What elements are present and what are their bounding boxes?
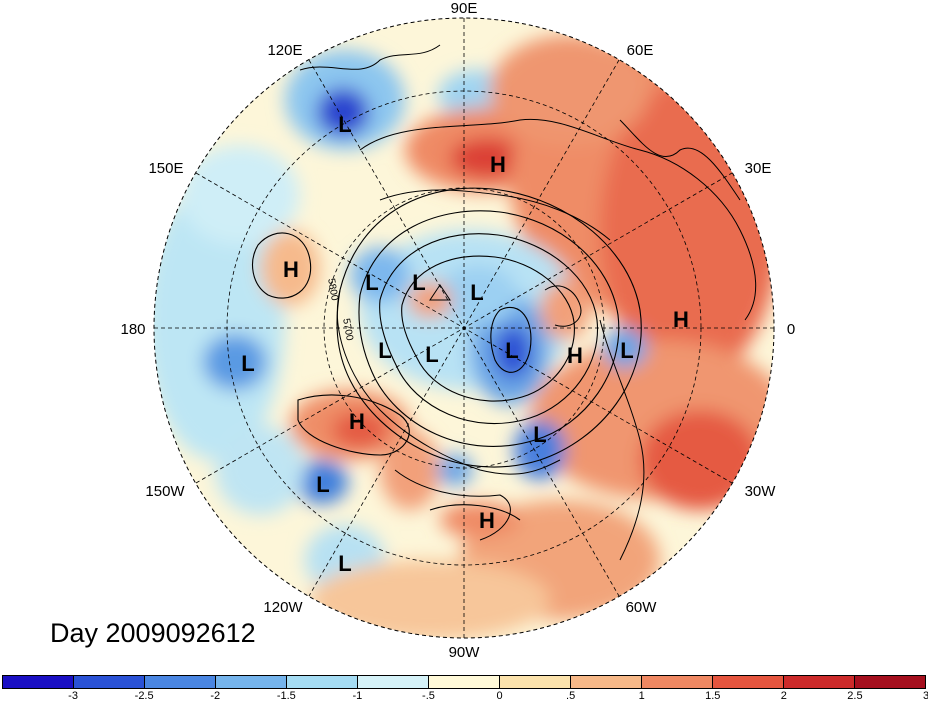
colorbar-tick-label: -3 <box>68 690 78 702</box>
lon-label-180: 180 <box>120 321 145 338</box>
date-label: Day 2009092612 <box>50 618 256 648</box>
map-boundary <box>153 17 775 639</box>
lon-label-150e: 150E <box>148 160 183 177</box>
high-marker: H <box>283 257 299 282</box>
colorbar-tick-label: 1 <box>638 690 645 702</box>
graticule <box>154 18 774 638</box>
high-marker: H <box>479 508 495 533</box>
low-marker: L <box>533 422 546 447</box>
lon-label-90w: 90W <box>449 644 481 661</box>
colorbar-swatch <box>500 676 571 688</box>
colorbar-swatch <box>642 676 713 688</box>
colorbar-tick-label: -.5 <box>422 690 435 702</box>
low-marker: L <box>412 270 425 295</box>
coastlines <box>299 44 757 561</box>
colorbar-tick-label: 3 <box>922 690 928 702</box>
colorbar-tick-label: -1 <box>352 690 363 702</box>
low-marker: L <box>378 338 391 363</box>
high-marker: H <box>349 409 365 434</box>
colorbar-tick-label: .5 <box>566 690 576 702</box>
pressure-centers: H H L L L L L H L L L H H L L H L L <box>241 112 689 576</box>
low-marker: L <box>241 351 254 376</box>
colorbar-swatch <box>358 676 429 688</box>
colorbar <box>2 675 926 689</box>
high-marker: H <box>673 307 689 332</box>
colorbar-tick-label: 2 <box>780 690 787 702</box>
contour-label-5700: 5700 <box>340 318 355 342</box>
colorbar-swatch <box>429 676 500 688</box>
high-marker: H <box>490 152 506 177</box>
lon-label-150w: 150W <box>145 483 185 500</box>
low-marker: L <box>505 338 518 363</box>
colorbar-tick-label: 2.5 <box>847 690 863 702</box>
colorbar-tick-label: -1.5 <box>276 690 296 702</box>
lon-label-120w: 120W <box>263 599 303 616</box>
low-marker: L <box>425 342 438 367</box>
low-marker: L <box>338 112 351 137</box>
colorbar-swatch <box>216 676 287 688</box>
lon-label-60e: 60E <box>627 42 654 59</box>
colorbar-swatch <box>3 676 74 688</box>
low-marker: L <box>620 338 633 363</box>
lon-label-90e: 90E <box>451 0 478 17</box>
colorbar-swatch <box>784 676 855 688</box>
longitude-labels: 90E 60E 30E 0 30W 60W 90W 120W 150W 180 … <box>120 0 795 661</box>
colorbar-swatch <box>74 676 145 688</box>
anomaly-field <box>154 18 774 638</box>
lon-label-120e: 120E <box>267 42 302 59</box>
lon-label-30w: 30W <box>745 483 777 500</box>
colorbar-swatch <box>287 676 358 688</box>
colorbar-swatch <box>713 676 784 688</box>
colorbar-tick-label: 0 <box>496 690 503 702</box>
lon-label-30e: 30E <box>745 160 772 177</box>
lon-label-60w: 60W <box>626 599 658 616</box>
colorbar-tick-label: 1.5 <box>705 690 721 702</box>
high-marker: H <box>567 343 583 368</box>
low-marker: L <box>338 551 351 576</box>
colorbar-swatch <box>145 676 216 688</box>
low-marker: L <box>470 280 483 305</box>
contour-label-5800: 5800 <box>325 278 340 302</box>
colorbar-swatch <box>855 676 925 688</box>
lon-label-0: 0 <box>787 321 795 338</box>
low-marker: L <box>365 270 378 295</box>
colorbar-tick-label: -2.5 <box>134 690 154 702</box>
colorbar-tick-label: -2 <box>210 690 221 702</box>
low-marker: L <box>316 472 329 497</box>
height-contours <box>252 187 642 521</box>
colorbar-swatch <box>571 676 642 688</box>
